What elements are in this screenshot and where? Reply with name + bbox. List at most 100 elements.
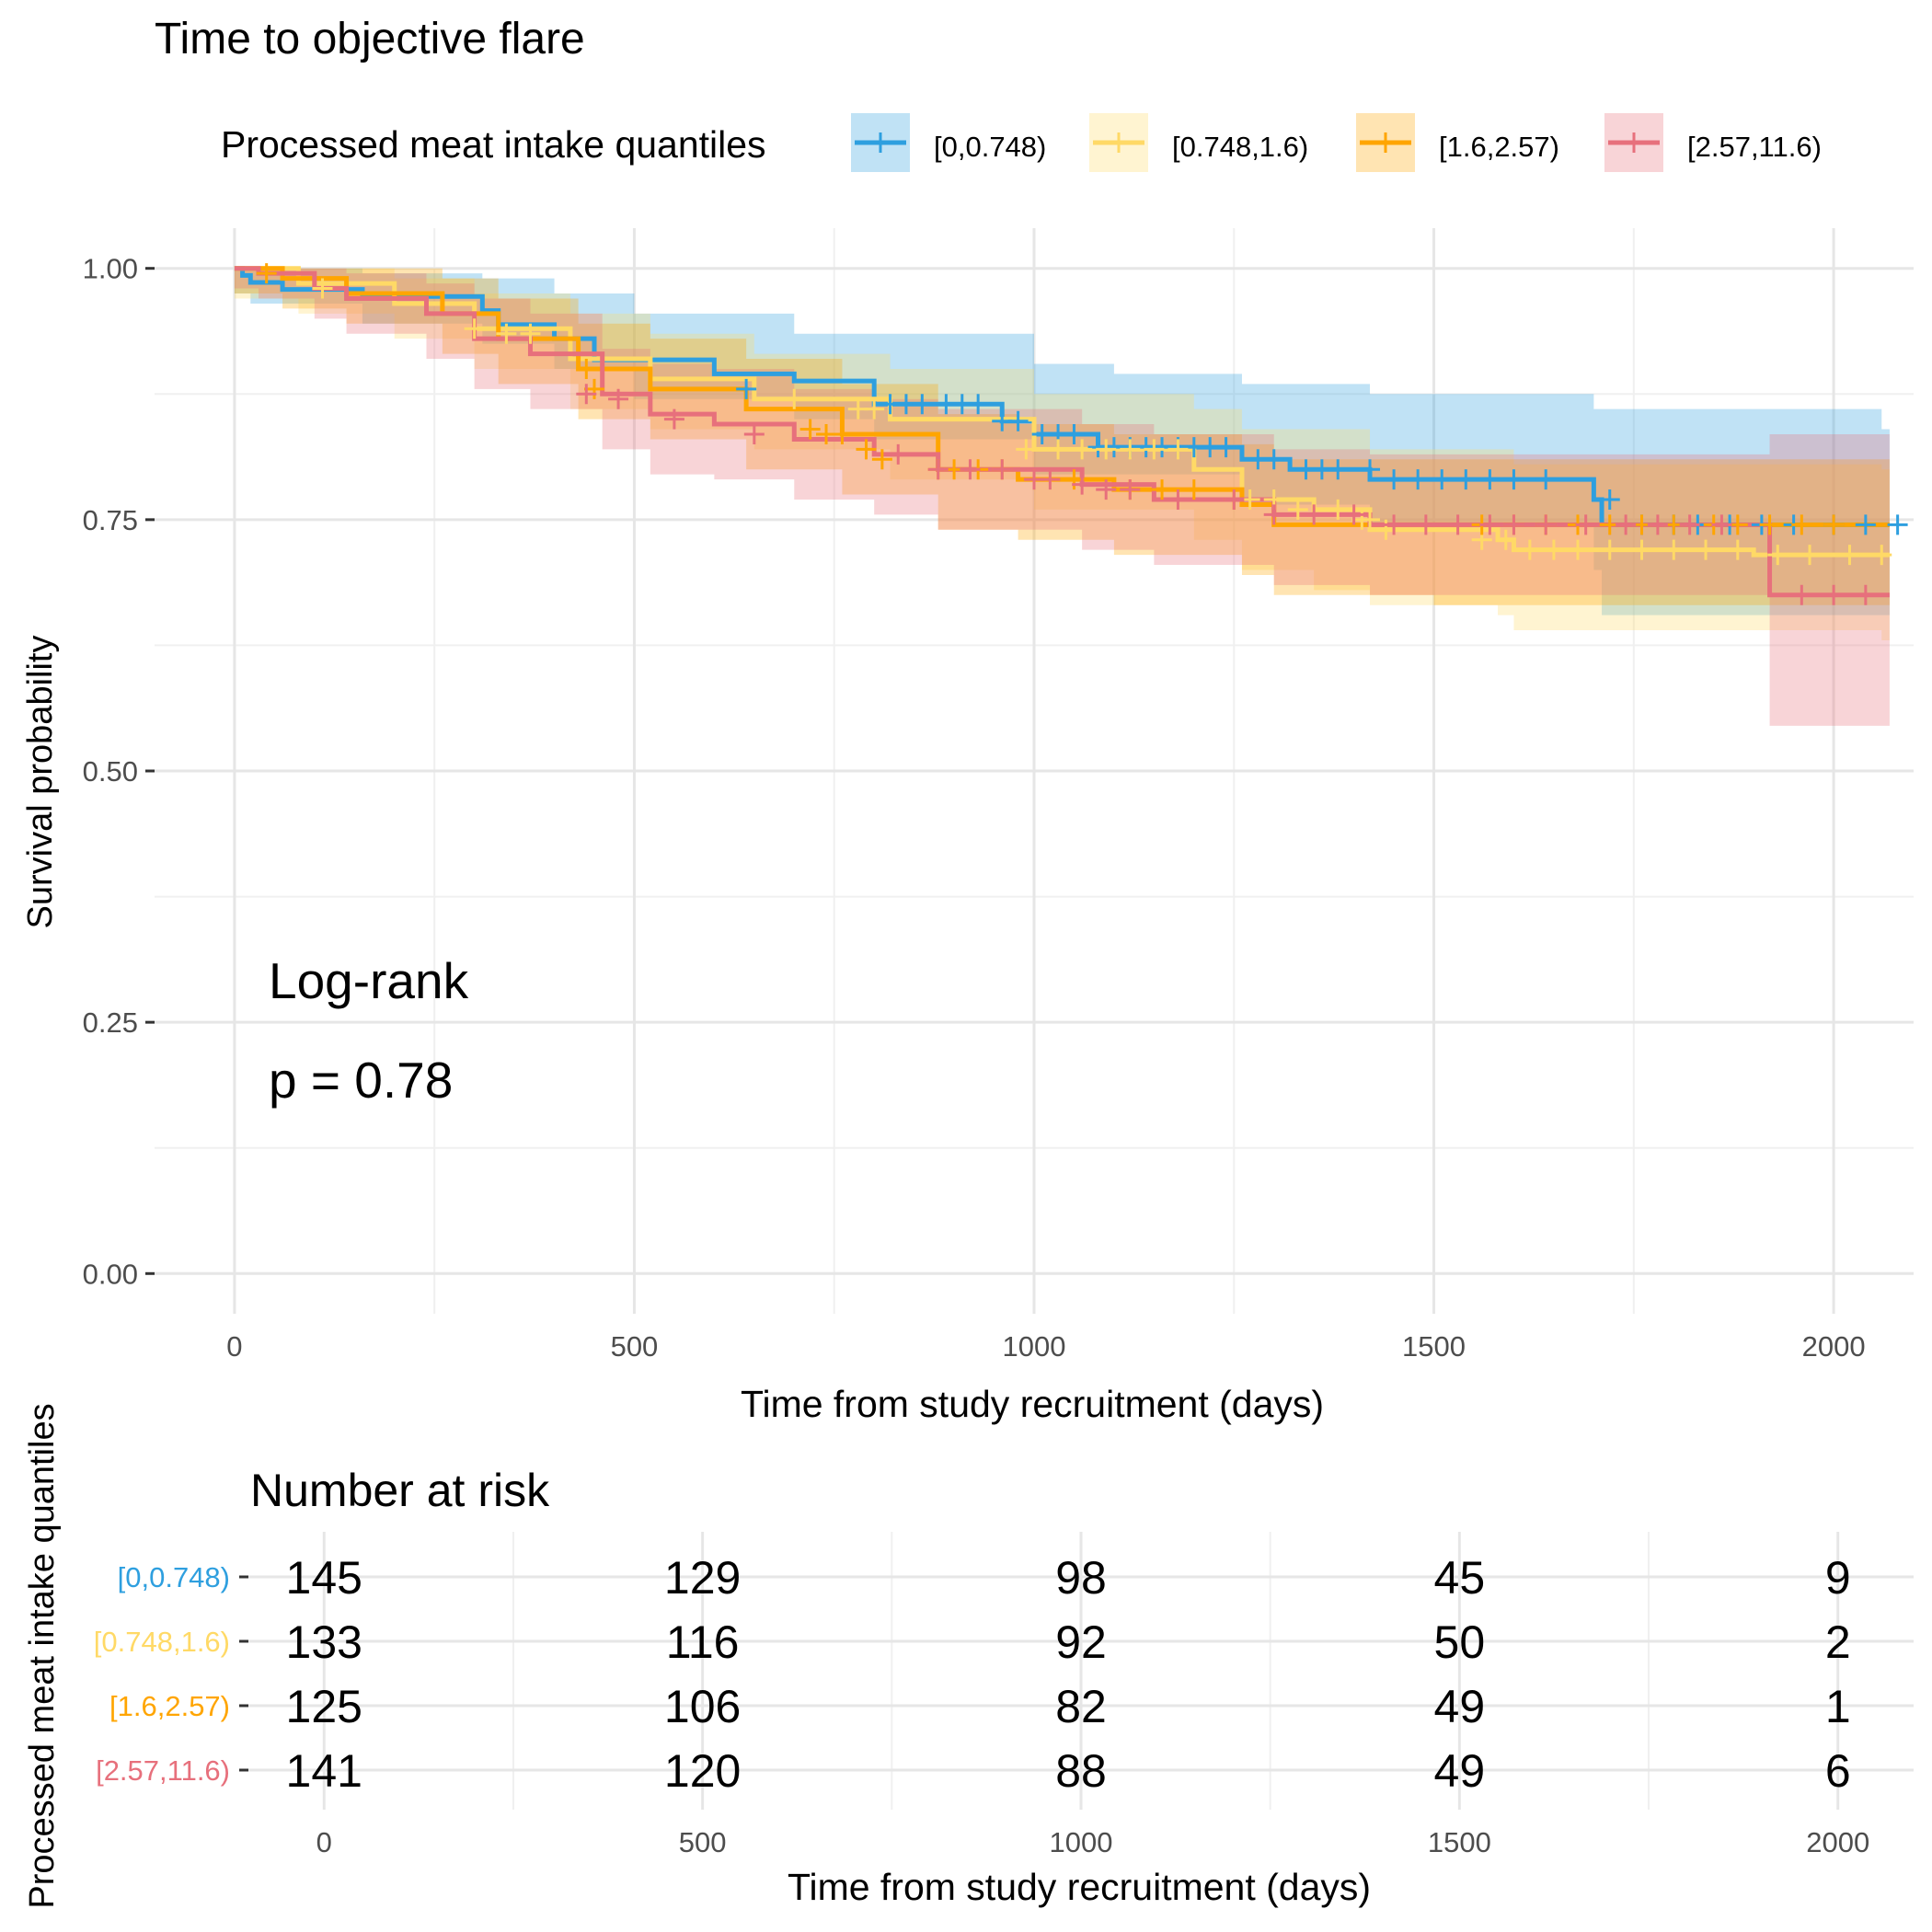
censor-mark-3 xyxy=(960,459,981,480)
censor-mark-3 xyxy=(1096,479,1117,500)
censor-mark-2 xyxy=(1823,514,1845,535)
censor-mark-3 xyxy=(663,408,684,430)
censor-mark-1 xyxy=(1696,539,1717,560)
censor-mark-1 xyxy=(1167,439,1189,460)
censor-mark-2 xyxy=(856,439,877,460)
censor-mark-3 xyxy=(1304,504,1325,525)
censor-mark-0 xyxy=(1503,469,1524,490)
risk-table: Number at risk 145 129 98 45 9 133 116 92 50 2 125… xyxy=(94,1465,1914,1858)
risk-count: 88 xyxy=(1055,1745,1107,1797)
logrank-label: Log-rank xyxy=(269,952,469,1009)
censor-mark-0 xyxy=(1855,514,1876,535)
censor-mark-0 xyxy=(1007,410,1029,431)
censor-mark-1 xyxy=(496,323,517,344)
censor-mark-3 xyxy=(1711,514,1732,535)
censor-mark-1 xyxy=(1631,539,1652,560)
censor-mark-1 xyxy=(1800,545,1821,566)
risk-count: 145 xyxy=(286,1552,362,1604)
censor-mark-0 xyxy=(968,394,989,415)
censor-mark-0 xyxy=(1408,469,1429,490)
censor-mark-0 xyxy=(1328,459,1349,480)
censor-mark-2 xyxy=(871,449,892,470)
censor-mark-1 xyxy=(1120,439,1141,460)
censor-mark-1 xyxy=(1495,529,1516,550)
censor-mark-1 xyxy=(1599,539,1620,560)
x-axis-label: Time from study recruitment (days) xyxy=(741,1383,1324,1425)
censor-mark-3 xyxy=(1224,489,1245,510)
legend-title: Processed meat intake quantiles xyxy=(221,123,766,166)
logrank-p-value: p = 0.78 xyxy=(269,1052,453,1109)
risk-table-grid xyxy=(248,1532,1914,1810)
censor-mark-3 xyxy=(743,423,765,444)
risk-x-tick-label: 0 xyxy=(316,1826,332,1858)
risk-count: 49 xyxy=(1434,1745,1486,1797)
censor-mark-3 xyxy=(1679,514,1700,535)
grid xyxy=(155,228,1914,1314)
risk-count: 82 xyxy=(1055,1681,1107,1732)
risk-row-label-0: [0,0.748) xyxy=(118,1561,230,1593)
censor-mark-0 xyxy=(1455,469,1477,490)
censor-mark-3 xyxy=(576,384,597,405)
censor-mark-3 xyxy=(1040,469,1061,490)
censor-mark-1 xyxy=(1663,539,1685,560)
censor-mark-3 xyxy=(1616,514,1637,535)
legend-label-1: [0.748,1.6) xyxy=(1172,131,1308,163)
censor-mark-3 xyxy=(1855,584,1876,605)
risk-table-values: 145 129 98 45 9 133 116 92 50 2 125 106 82 49 1 141 120 8… xyxy=(286,1552,1851,1797)
censor-mark-3 xyxy=(1343,504,1364,525)
censor-mark-1 xyxy=(464,318,485,339)
censor-mark-1 xyxy=(1016,439,1037,460)
x-tick-label: 1500 xyxy=(1402,1330,1466,1363)
risk-count: 106 xyxy=(664,1681,741,1732)
censor-mark-1 xyxy=(1727,539,1748,560)
legend-label-2: [1.6,2.57) xyxy=(1439,131,1559,163)
censor-mark-2 xyxy=(799,419,821,440)
x-tick-label: 500 xyxy=(611,1330,659,1363)
risk-table-title: Number at risk xyxy=(250,1465,550,1516)
censor-mark-0 xyxy=(1360,459,1381,480)
risk-x-tick-label: 1000 xyxy=(1050,1826,1113,1858)
censor-mark-3 xyxy=(1535,514,1557,535)
censor-mark-0 xyxy=(1263,449,1284,470)
censor-mark-1 xyxy=(1360,509,1381,530)
censor-mark-1 xyxy=(1096,439,1117,460)
legend-label-3: [2.57,11.6) xyxy=(1687,131,1822,163)
legend-label-0: [0,0.748) xyxy=(934,131,1046,163)
censor-mark-1 xyxy=(864,398,885,420)
risk-count: 129 xyxy=(664,1552,741,1604)
censor-mark-0 xyxy=(912,394,933,415)
censor-mark-0 xyxy=(1215,437,1236,458)
risk-table-y-label: Processed meat intake quantiles xyxy=(23,1403,62,1908)
y-tick-label: 0.50 xyxy=(83,755,138,788)
risk-count: 2 xyxy=(1825,1616,1851,1668)
y-tick-label: 0.25 xyxy=(83,1006,138,1039)
censor-mark-2 xyxy=(1791,514,1812,535)
risk-count: 116 xyxy=(666,1616,740,1668)
censor-mark-3 xyxy=(1823,584,1845,605)
censor-mark-0 xyxy=(1479,469,1501,490)
y-axis: 0.00 0.25 0.50 0.75 1.00 xyxy=(83,253,155,1290)
risk-table-x-label: Time from study recruitment (days) xyxy=(788,1866,1371,1908)
censor-mark-1 xyxy=(1287,499,1308,520)
censor-mark-3 xyxy=(1120,479,1141,500)
risk-table-x-axis: 0 500 1000 1500 2000 xyxy=(316,1826,1870,1858)
censor-mark-3 xyxy=(1072,474,1093,495)
censor-mark-3 xyxy=(927,459,949,480)
risk-count: 6 xyxy=(1825,1745,1851,1797)
censor-mark-0 xyxy=(1599,489,1620,510)
censor-mark-3 xyxy=(1447,514,1468,535)
x-tick-label: 1000 xyxy=(1003,1330,1066,1363)
chart-title: Time to objective flare xyxy=(155,15,585,63)
y-tick-label: 0.75 xyxy=(83,504,138,536)
legend: Processed meat intake quantiles [0,0.748… xyxy=(221,113,1822,172)
survival-curve-2 xyxy=(234,266,1890,527)
risk-row-label-2: [1.6,2.57) xyxy=(109,1690,230,1722)
risk-count: 9 xyxy=(1825,1552,1851,1604)
censor-mark-0 xyxy=(1432,469,1453,490)
censor-mark-1 xyxy=(1543,539,1564,560)
censor-mark-0 xyxy=(1887,514,1908,535)
censor-mark-3 xyxy=(1479,514,1501,535)
risk-count: 120 xyxy=(664,1745,741,1797)
confidence-band-2 xyxy=(234,268,1890,605)
censor-mark-1 xyxy=(1048,439,1069,460)
